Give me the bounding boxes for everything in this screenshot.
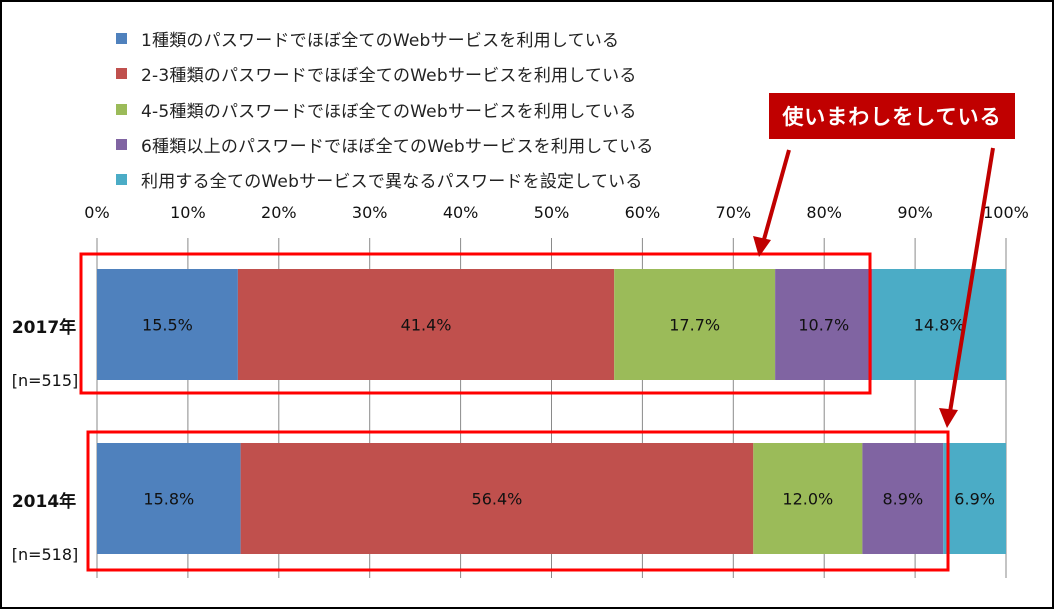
data-label: 15.8% [143, 490, 194, 509]
data-label: 14.8% [914, 316, 965, 335]
highlight-box-2017 [79, 252, 872, 395]
arrow-2017 [761, 149, 791, 244]
legend-swatch [116, 103, 127, 115]
sample-size-label: [n=518] [12, 545, 79, 564]
annotation-callout: 使いまわしをしている [769, 93, 1015, 139]
bar-segment [97, 443, 241, 554]
bar-segment [237, 269, 615, 380]
legend-label: 4-5種類のパスワードでほぼ全てのWebサービスを利用している [141, 101, 637, 122]
data-label: 6.9% [954, 490, 995, 509]
x-tick-label: 60% [625, 203, 661, 222]
legend-swatch [116, 32, 127, 44]
category-label: 2017年 [12, 317, 76, 338]
data-label: 15.5% [142, 316, 193, 335]
legend-label: 2-3種類のパスワードでほぼ全てのWebサービスを利用している [141, 65, 637, 86]
legend-label: 6種類以上のパスワードでほぼ全てのWebサービスを利用している [141, 136, 654, 157]
bar-segment [240, 443, 754, 554]
arrowhead-2017 [753, 236, 771, 257]
legend-label: 1種類のパスワードでほぼ全てのWebサービスを利用している [141, 30, 620, 51]
data-label: 8.9% [883, 490, 924, 509]
data-label: 41.4% [401, 316, 452, 335]
legend-swatch [116, 138, 127, 150]
legend-item: 4-5種類のパスワードでほぼ全てのWebサービスを利用している [116, 96, 637, 122]
bar-segment [97, 269, 238, 380]
legend-item: 1種類のパスワードでほぼ全てのWebサービスを利用している [116, 25, 619, 51]
legend-label: 利用する全てのWebサービスで異なるパスワードを設定している [141, 171, 643, 192]
x-tick-label: 20% [261, 203, 297, 222]
data-label: 17.7% [669, 316, 720, 335]
bar-segment [862, 443, 944, 554]
bar-segment [775, 269, 873, 380]
arrowhead-2014 [939, 408, 958, 428]
legend-item: 利用する全てのWebサービスで異なるパスワードを設定している [116, 166, 643, 192]
x-tick-label: 80% [806, 203, 842, 222]
x-tick-label: 10% [170, 203, 206, 222]
data-label: 10.7% [798, 316, 849, 335]
x-tick-label: 40% [443, 203, 479, 222]
category-label: 2014年 [12, 491, 76, 512]
bar-segment [614, 269, 776, 380]
data-label: 12.0% [782, 490, 833, 509]
x-tick-label: 50% [534, 203, 570, 222]
bar-segment [872, 269, 1006, 380]
bar-segment [753, 443, 863, 554]
arrow-2014 [948, 147, 995, 413]
sample-size-label: [n=515] [12, 371, 79, 390]
x-tick-label: 0% [84, 203, 109, 222]
x-tick-label: 70% [716, 203, 752, 222]
data-label: 56.4% [472, 490, 523, 509]
legend-item: 2-3種類のパスワードでほぼ全てのWebサービスを利用している [116, 60, 637, 86]
legend-item: 6種類以上のパスワードでほぼ全てのWebサービスを利用している [116, 131, 654, 157]
x-tick-label: 100% [983, 203, 1029, 222]
bar-segment [943, 443, 1006, 554]
x-tick-label: 30% [352, 203, 388, 222]
legend-swatch [116, 173, 127, 185]
highlight-box-2014 [86, 430, 950, 572]
x-tick-label: 90% [897, 203, 933, 222]
legend-swatch [116, 67, 127, 79]
